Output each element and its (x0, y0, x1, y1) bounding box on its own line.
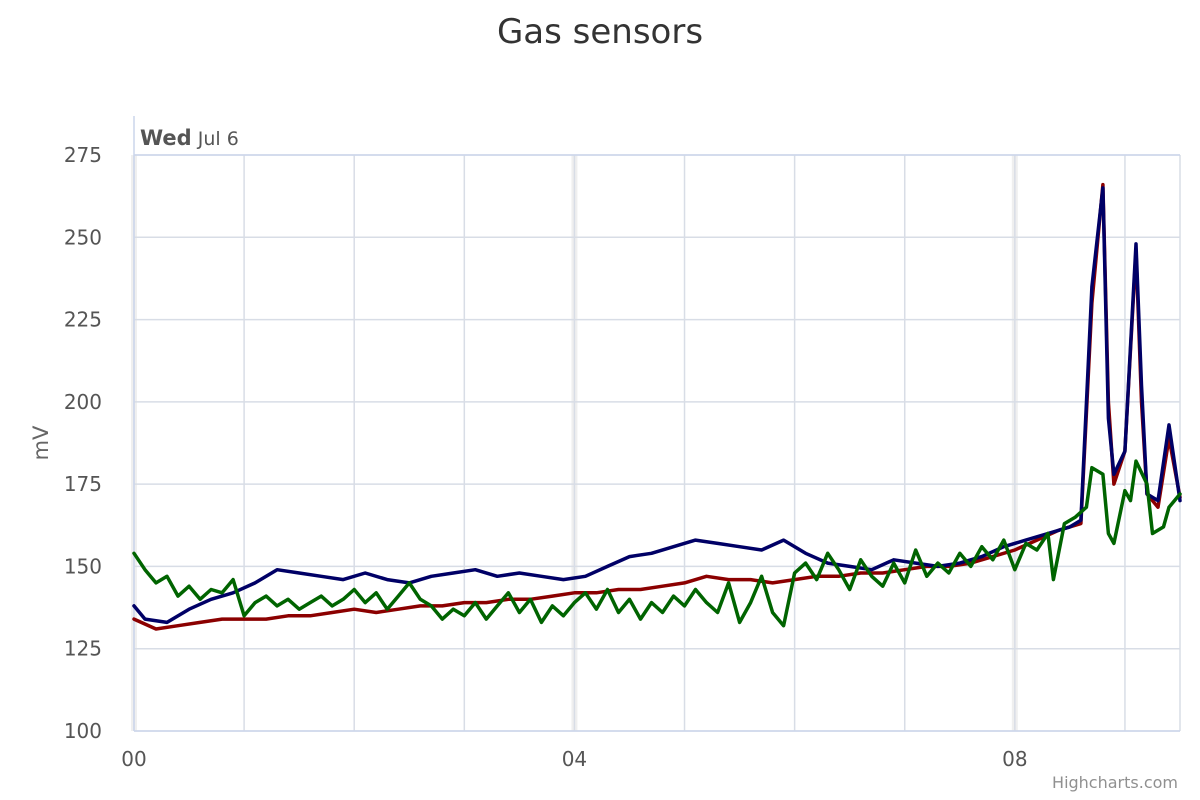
y-tick-label: 250 (64, 225, 102, 249)
x-tick-label: 04 (562, 747, 587, 771)
y-tick-label: 100 (64, 719, 102, 743)
series-line-3 (132, 459, 1182, 628)
chart-title: Gas sensors (496, 12, 704, 52)
y-axis-title: mV (29, 425, 53, 460)
y-tick-label: 150 (64, 554, 102, 578)
series-line-2 (132, 186, 1182, 625)
series-line-1 (132, 182, 1182, 631)
axes (133, 116, 1180, 732)
y-tick-label: 225 (64, 308, 102, 332)
day-label-weekday: Wed (140, 126, 192, 150)
x-tick-label: 00 (121, 747, 146, 771)
series-layer (132, 182, 1182, 631)
grid-lines (133, 154, 1181, 732)
credits-link[interactable]: Highcharts.com (1052, 773, 1178, 792)
day-label-date: Jul 6 (192, 128, 239, 150)
y-tick-label: 275 (64, 143, 102, 167)
axis-labels: 100 125 150 175 200 225 250 275 Wed Jul 6 00 04 08 m… (29, 126, 1028, 771)
y-tick-label: 175 (64, 472, 102, 496)
y-tick-label: 200 (64, 390, 102, 414)
y-tick-label: 125 (64, 637, 102, 661)
x-tick-label: 08 (1002, 747, 1027, 771)
day-label: Wed Jul 6 (140, 126, 239, 150)
